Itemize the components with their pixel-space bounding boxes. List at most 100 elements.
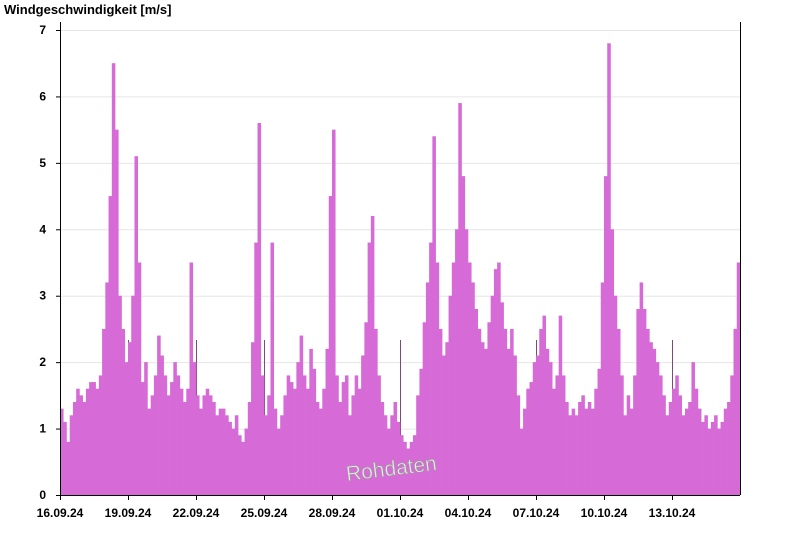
wind-bar-140	[513, 355, 517, 495]
wind-bar-61	[257, 123, 262, 495]
wind-bar-186	[662, 395, 666, 495]
y-tick-label-2: 2	[39, 355, 46, 369]
wind-bar-195	[691, 362, 695, 495]
x-tick-label-4: 28.09.24	[309, 506, 356, 520]
wind-bar-194	[688, 402, 692, 495]
wind-bar-10	[92, 382, 96, 495]
wind-bar-169	[607, 43, 611, 495]
y-tick-label-4: 4	[39, 222, 46, 236]
wind-bar-73	[296, 362, 300, 495]
wind-bar-82	[325, 348, 330, 495]
wind-bar-139	[510, 328, 514, 495]
wind-bar-83	[328, 196, 333, 495]
wind-bar-64	[267, 395, 271, 495]
y-tick-label-3: 3	[39, 289, 46, 303]
wind-bar-144	[526, 388, 530, 495]
wind-bar-146	[532, 362, 537, 495]
wind-bar-110	[416, 395, 420, 495]
wind-bar-202	[714, 415, 718, 495]
wind-bar-209	[736, 262, 741, 495]
wind-bar-100	[383, 415, 388, 495]
wind-bar-189	[672, 388, 676, 495]
wind-bar-0	[60, 408, 64, 495]
wind-bar-130	[480, 342, 485, 495]
wind-bar-68	[280, 415, 284, 495]
x-tick-label-6: 04.10.24	[445, 506, 492, 520]
wind-bar-25	[140, 382, 145, 495]
wind-bar-22	[131, 295, 135, 495]
wind-bar-159	[574, 415, 579, 495]
wind-bar-163	[587, 402, 592, 495]
wind-bar-34	[170, 382, 174, 495]
wind-bar-167	[600, 282, 605, 495]
wind-bar-62	[260, 375, 265, 495]
wind-bar-12	[98, 375, 103, 495]
wind-bar-42	[196, 395, 200, 495]
wind-bar-88	[344, 375, 349, 495]
wind-bar-51	[225, 415, 229, 495]
wind-bar-63	[264, 415, 268, 495]
wind-bar-49	[218, 408, 223, 495]
wind-bar-203	[717, 428, 721, 495]
wind-bar-198	[701, 421, 705, 495]
wind-bar-71	[289, 382, 294, 495]
wind-bar-58	[247, 402, 252, 495]
wind-bar-204	[720, 421, 725, 495]
wind-bar-207	[730, 375, 734, 495]
wind-bar-70	[286, 375, 291, 495]
wind-bar-158	[571, 408, 576, 495]
wind-bar-182	[649, 342, 653, 495]
x-tick-label-7: 07.10.24	[513, 506, 560, 520]
wind-bar-92	[357, 388, 362, 495]
wind-bar-31	[160, 355, 164, 495]
wind-bar-128	[474, 309, 479, 495]
wind-bar-95	[367, 242, 372, 495]
wind-bar-19	[121, 328, 126, 495]
wind-bar-176	[629, 408, 634, 495]
wind-bar-114	[429, 242, 433, 495]
wind-bar-87	[341, 382, 346, 495]
wind-bar-205	[723, 408, 728, 495]
wind-bar-41	[192, 362, 197, 495]
wind-bar-85	[335, 375, 339, 495]
wind-bar-40	[189, 262, 194, 495]
wind-bar-125	[464, 229, 469, 496]
wind-bar-60	[254, 242, 258, 495]
wind-bar-106	[403, 441, 407, 495]
wind-bar-153	[555, 375, 559, 495]
wind-bar-145	[529, 382, 534, 495]
wind-bar-119	[445, 342, 449, 495]
wind-bar-206	[727, 402, 731, 495]
wind-bar-101	[387, 428, 391, 495]
wind-bar-2	[66, 441, 71, 495]
wind-bar-161	[581, 395, 585, 495]
wind-bar-183	[652, 348, 657, 495]
wind-speed-series	[60, 43, 741, 496]
wind-bar-118	[442, 355, 446, 495]
wind-bar-166	[597, 368, 602, 495]
wind-bar-107	[406, 448, 411, 495]
wind-bar-14	[105, 282, 109, 495]
wind-bar-16	[111, 63, 116, 496]
wind-bar-141	[516, 395, 521, 495]
wind-bar-156	[565, 402, 569, 495]
wind-bar-137	[503, 328, 508, 495]
wind-bar-157	[568, 415, 572, 495]
wind-bar-108	[409, 441, 414, 495]
wind-bar-37	[179, 388, 184, 495]
x-tick-label-1: 19.09.24	[105, 506, 152, 520]
wind-bar-160	[578, 402, 582, 495]
wind-bar-33	[166, 395, 171, 495]
wind-bar-17	[115, 129, 119, 495]
wind-bar-97	[374, 328, 378, 495]
wind-bar-103	[393, 402, 398, 495]
wind-bar-200	[707, 428, 712, 495]
wind-bar-80	[319, 408, 323, 495]
wind-bar-50	[221, 408, 226, 495]
wind-bar-164	[591, 408, 595, 495]
wind-bar-197	[697, 408, 702, 495]
wind-bar-55	[238, 435, 242, 495]
wind-bar-112	[422, 322, 427, 495]
wind-bar-142	[519, 428, 524, 495]
